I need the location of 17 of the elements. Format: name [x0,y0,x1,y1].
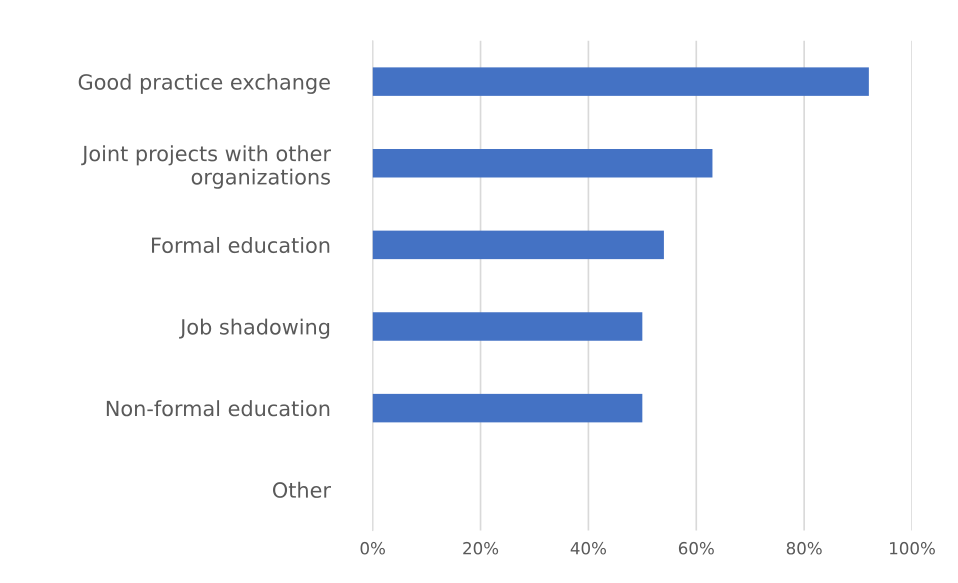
bar [372,394,642,422]
x-tick-label: 0% [360,542,385,555]
x-tick-label: 20% [463,542,498,555]
x-tick-label: 100% [890,542,935,555]
y-tick-label: Formal education [152,236,330,254]
bar [372,148,712,178]
y-tick-label: Good practice exchange [78,74,330,94]
bar [372,67,869,96]
y-tick-label: Other [273,482,331,498]
x-tick-label: 40% [570,542,606,555]
bar [372,312,642,341]
x-tick-label: 60% [678,542,714,555]
x-tick-label: 80% [786,542,822,555]
y-tick-label: Non-formal education [106,400,330,416]
y-tick-label: Joint projects with other organizations [81,145,331,189]
bar [372,230,664,260]
y-tick-label: Job shadowing [179,318,330,339]
